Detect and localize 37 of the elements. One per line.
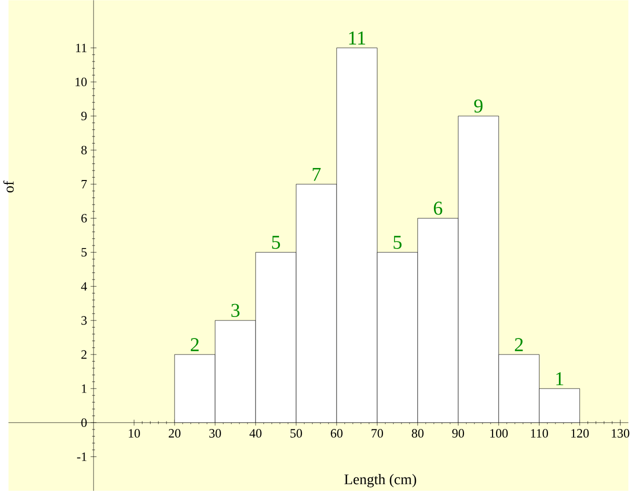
x-axis-title: Length (cm) bbox=[344, 474, 416, 488]
x-tick-label: 20 bbox=[168, 429, 180, 438]
x-tick-label: 80 bbox=[412, 429, 424, 438]
y-tick-label: 1 bbox=[82, 384, 86, 393]
x-tick-label: 120 bbox=[571, 429, 589, 438]
x-tick-label: 10 bbox=[128, 429, 140, 438]
data-label: 2 bbox=[190, 338, 199, 352]
y-tick-label: 10 bbox=[76, 78, 87, 86]
data-label: 6 bbox=[434, 202, 442, 215]
y-tick-label: 4 bbox=[81, 282, 87, 291]
x-tick-label: 40 bbox=[250, 429, 262, 438]
y-tick-label: 5 bbox=[82, 248, 87, 257]
y-axis-title: of bbox=[3, 180, 14, 192]
data-label: 7 bbox=[312, 168, 321, 181]
x-tick-label: 110 bbox=[531, 429, 548, 438]
y-tick-label: 11 bbox=[76, 44, 86, 52]
y-tick-label: 2 bbox=[81, 350, 86, 359]
y-tick-label: 6 bbox=[81, 214, 87, 222]
data-label: 1 bbox=[556, 372, 564, 386]
data-label: 5 bbox=[394, 236, 402, 249]
data-label: 5 bbox=[272, 236, 280, 249]
x-tick-label: 50 bbox=[290, 429, 302, 438]
data-label: 3 bbox=[231, 304, 240, 317]
data-label: 11 bbox=[349, 32, 366, 44]
y-tick-label: 3 bbox=[81, 316, 87, 325]
data-label: 9 bbox=[474, 99, 483, 113]
x-tick-label: 70 bbox=[372, 429, 384, 438]
x-tick-label: 100 bbox=[490, 429, 508, 438]
y-tick-label: 8 bbox=[81, 146, 87, 154]
x-tick-label: 60 bbox=[330, 429, 343, 438]
x-tick-label: 30 bbox=[209, 429, 221, 438]
y-tick-label: 7 bbox=[82, 180, 87, 188]
x-tick-label: 90 bbox=[452, 429, 464, 438]
y-tick-label: -1 bbox=[77, 452, 86, 461]
y-tick-label: 9 bbox=[81, 112, 87, 120]
data-label: 2 bbox=[514, 338, 523, 352]
x-tick-label: 130 bbox=[612, 429, 630, 438]
